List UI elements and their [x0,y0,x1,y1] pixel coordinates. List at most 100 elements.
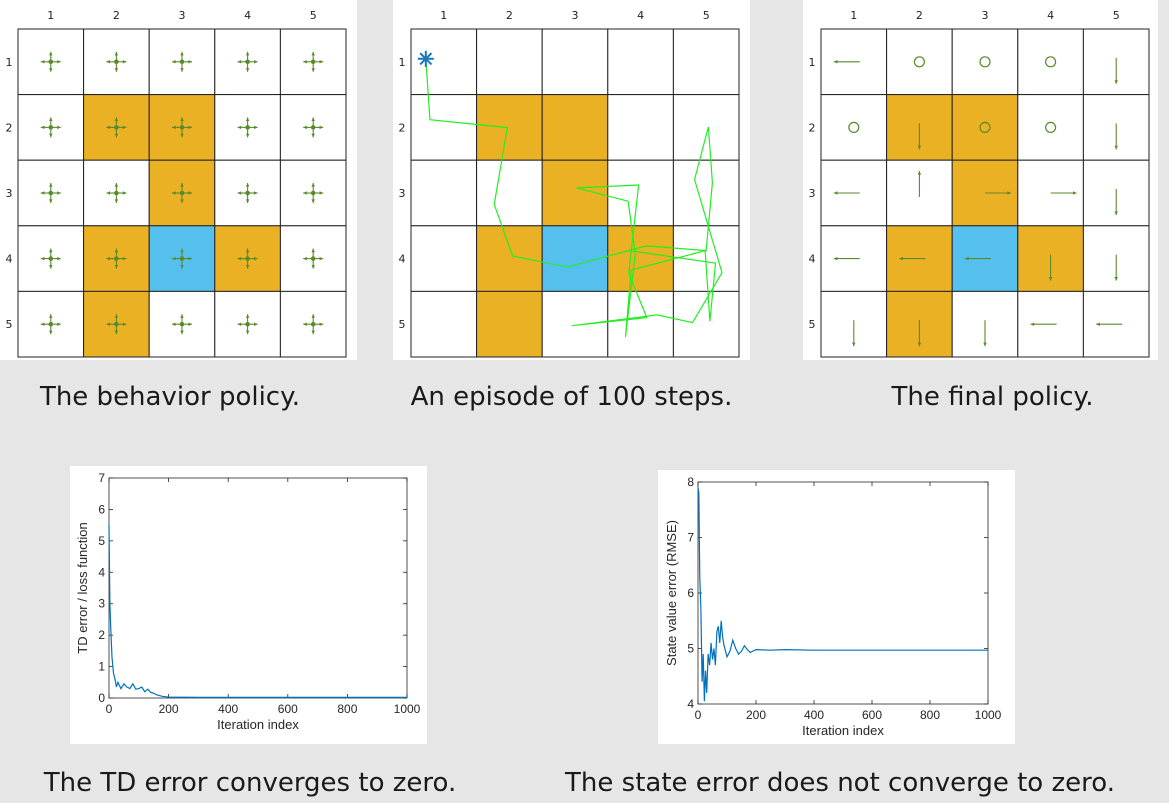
arrow-right-head [253,191,258,195]
arrow-up-head [180,183,184,187]
y-tick-label: 5 [98,534,105,548]
stay-dot [179,256,185,261]
arrow-up-head [114,248,119,253]
grid-cell [410,28,478,96]
x-tick-label: 400 [218,702,238,716]
column-label: 4 [244,9,251,22]
stay-dot [48,190,54,196]
grid-cell [886,28,953,96]
behavior-policy-panel: 1 2 3 4 5 1 2 3 4 5 [0,0,357,360]
arrow-left-head [106,125,111,130]
final-policy-grid: 1 2 3 4 5 1 2 3 4 5 [809,9,1150,358]
arrow-right-head [122,256,127,261]
arrow-left-head [237,322,242,326]
x-tick-label: 0 [106,702,113,716]
arrow-right-head [319,256,324,261]
grid-cell [410,225,478,292]
arrow-right-head [188,125,192,130]
arrow-right-head [122,322,127,326]
arrow-left-head [40,125,45,130]
arrow-up-head [180,314,184,318]
y-tick-label: 6 [687,586,694,600]
arrow-down-head [311,68,315,72]
column-label: 5 [1113,9,1120,22]
arrow-left-head [303,191,307,195]
episode-panel: 1 2 3 4 5 1 2 3 4 5 [393,0,750,360]
arrow-down-head [114,330,119,335]
x-tick-label: 0 [695,708,702,722]
arrow-left-head [172,191,176,195]
column-label: 4 [1047,9,1054,22]
grid-cell [476,28,543,96]
arrow-up-head [245,248,250,253]
stay-circle [1045,121,1057,134]
row-label: 2 [399,121,406,134]
arrow-down-head [1114,80,1118,84]
arrow-down-head [245,330,250,335]
grid-cell [476,159,543,227]
row-label: 5 [809,318,816,331]
stay-dot [114,321,119,327]
x-tick-label: 800 [920,708,940,722]
row-label: 5 [6,318,13,331]
y-tick-label: 5 [687,642,694,656]
row-label: 1 [399,56,406,69]
arrow-left-head [40,322,45,326]
arrow-up-head [180,248,184,253]
arrow-down-head [180,68,184,72]
arrow-down-head [180,264,184,269]
stay-dot [179,125,185,130]
grid-cell [951,94,1019,161]
arrow-up-head [180,117,184,122]
arrow-up-head [311,183,315,187]
column-label: 2 [506,9,513,22]
arrow-down-head [917,145,922,150]
arrow-left-head [965,256,969,261]
x-tick-label: 800 [337,702,357,716]
arrow-left-head [237,256,242,261]
arrow-right-head [253,125,258,130]
arrow-right-head [188,60,192,64]
y-tick-label: 7 [687,531,694,545]
arrow-down-head [180,330,184,335]
arrow-right-head [57,60,61,64]
td-error-chart: 0 200 400 600 800 1000 0 1 2 3 4 5 6 7 Iteration index… [75,471,421,732]
state-error-chart: 0 200 400 600 800 1000 4 5 6 7 8 Iteration index Sta… [664,475,1002,738]
arrow-right-head [188,322,192,326]
stay-dot [179,59,185,65]
grid-cell [820,94,888,161]
x-axis-label: Iteration index [217,717,299,732]
arrow-right-head [319,191,324,195]
behavior-policy-caption: The behavior policy. [39,382,301,412]
arrow-left-head [303,60,307,64]
arrow-right-head [122,125,127,130]
stay-dot [48,125,54,130]
arrow-left-head [106,191,111,195]
arrow-left-head [237,60,242,64]
grid-cell [410,290,478,358]
series-line [108,525,407,698]
arrow-left-head [1096,322,1100,326]
episode-grid: 1 2 3 4 5 1 2 3 4 5 [399,9,740,358]
arrow-left-head [237,125,242,130]
row-label: 2 [6,121,13,134]
arrow-right-head [57,256,61,261]
y-tick-label: 3 [98,597,105,611]
x-tick-label: 1000 [394,702,421,716]
arrow-down-head [114,133,119,138]
x-tick-label: 1000 [975,708,1002,722]
arrow-down-head [114,264,119,269]
stay-circle [979,56,991,68]
stay-dot [245,321,250,327]
arrow-right-head [122,191,127,195]
arrow-down-head [49,199,53,203]
grid-cell [476,225,543,292]
stay-circle [913,56,926,68]
arrow-down-head [49,264,53,269]
grid-cell [148,94,216,161]
grid-cell [410,94,478,161]
y-tick-label: 7 [98,471,105,485]
grid-cell [672,28,740,96]
td-error-chart-panel: 0 200 400 600 800 1000 0 1 2 3 4 5 6 7 Iteration index… [70,466,427,744]
arrow-down-head [114,68,119,72]
